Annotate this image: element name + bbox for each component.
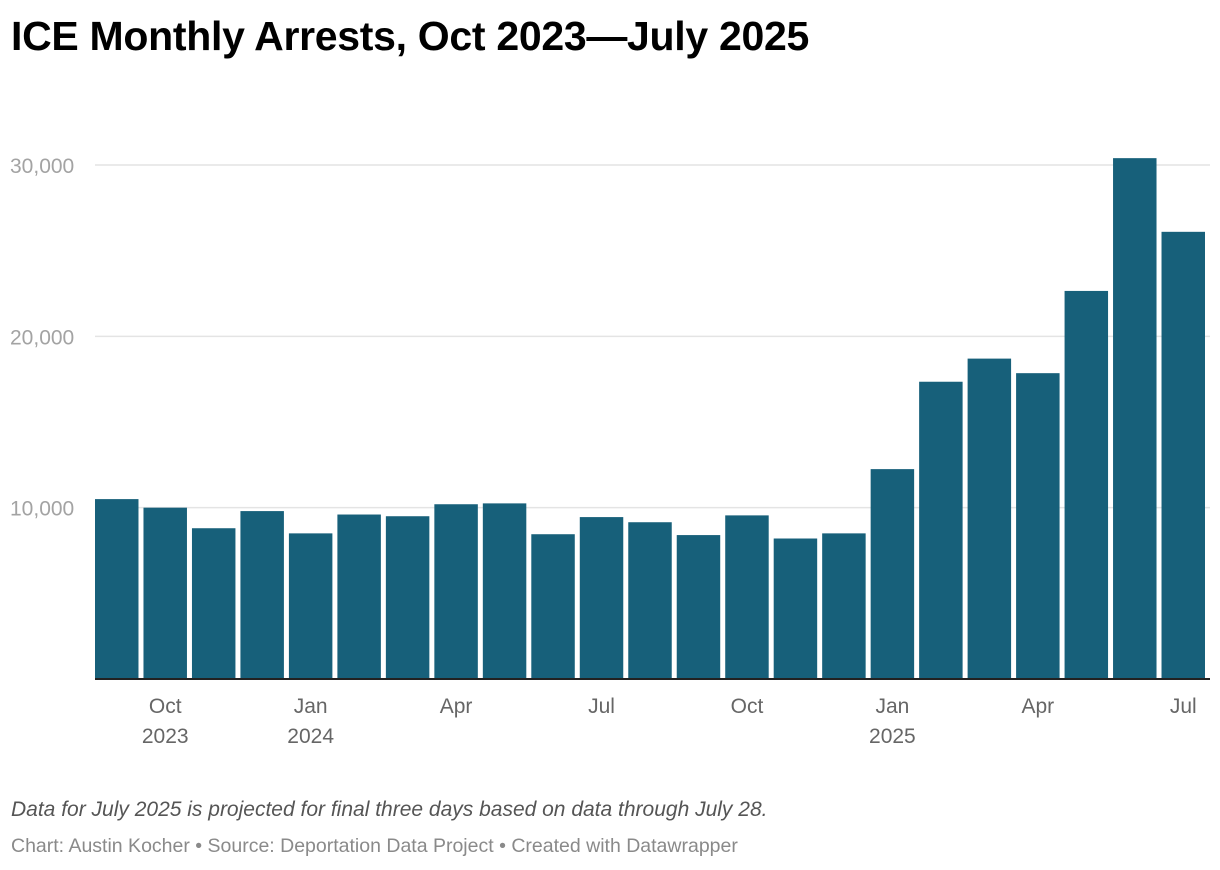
x-tick-label: Oct	[731, 695, 764, 718]
footnote: Data for July 2025 is projected for fina…	[11, 798, 768, 821]
bar	[967, 358, 1012, 679]
bars	[95, 158, 1205, 679]
bar	[676, 535, 721, 679]
bar	[385, 516, 430, 679]
x-tick-label: Jan	[875, 695, 909, 718]
bar	[628, 522, 672, 679]
bar	[531, 534, 575, 679]
y-tick-label: 10,000	[10, 498, 74, 521]
bar	[337, 514, 381, 679]
bar	[919, 381, 963, 679]
bar	[773, 538, 818, 679]
x-tick-label: Apr	[440, 695, 473, 718]
y-tick-label: 30,000	[10, 155, 74, 178]
bar	[482, 503, 527, 679]
bar	[95, 499, 139, 679]
x-tick-label: Jul	[1170, 695, 1197, 718]
bar	[143, 507, 187, 679]
x-tick-label: Oct	[149, 695, 182, 718]
x-tick-label: Jan	[294, 695, 328, 718]
x-tick-year-label: 2024	[287, 725, 334, 748]
bar	[434, 504, 478, 679]
x-tick-year-label: 2023	[142, 725, 189, 748]
y-tick-label: 20,000	[10, 326, 74, 349]
x-tick-year-label: 2025	[869, 725, 916, 748]
bar	[191, 528, 236, 679]
bar	[579, 517, 624, 679]
bar	[240, 511, 284, 679]
x-tick-label: Jul	[588, 695, 615, 718]
bar	[1064, 290, 1109, 679]
y-axis-tick-labels: 10,000 20,000 30,000	[10, 155, 74, 521]
bar	[1016, 373, 1060, 679]
chart-title: ICE Monthly Arrests, Oct 2023—July 2025	[11, 13, 809, 59]
x-axis-tick-labels: Oct 2023 Jan 2024 Apr Jul Oct Jan 2025 Apr Jul	[142, 695, 1197, 748]
x-tick-label: Apr	[1021, 695, 1054, 718]
bar	[822, 533, 866, 679]
chart-credit: Chart: Austin Kocher • Source: Deportati…	[11, 835, 738, 857]
bar	[725, 515, 769, 679]
bar	[1161, 231, 1205, 679]
bar	[288, 533, 333, 679]
bar	[870, 469, 915, 679]
bar	[1113, 158, 1157, 679]
